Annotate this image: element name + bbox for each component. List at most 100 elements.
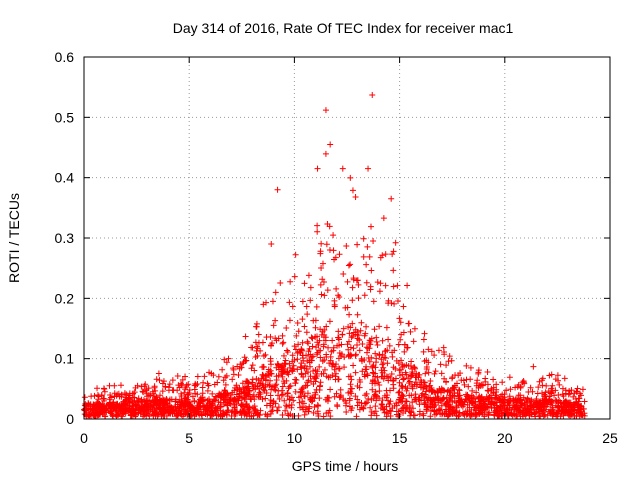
data-point: [211, 397, 218, 404]
data-point: [376, 388, 383, 395]
data-point: [303, 365, 310, 372]
data-point: [352, 393, 359, 400]
data-point: [369, 92, 376, 99]
data-point: [319, 358, 326, 365]
data-point: [423, 384, 430, 391]
data-point: [425, 346, 432, 353]
data-point: [127, 402, 134, 409]
data-point: [206, 396, 213, 403]
data-point: [474, 377, 481, 384]
data-point: [360, 235, 367, 242]
data-point: [217, 407, 224, 414]
data-point: [346, 311, 353, 318]
data-point: [313, 386, 320, 393]
data-point: [451, 397, 458, 404]
data-point: [439, 410, 446, 417]
data-point: [272, 400, 279, 407]
data-point: [354, 383, 361, 390]
data-point: [120, 398, 127, 405]
data-point: [269, 403, 276, 410]
data-point: [240, 359, 247, 366]
data-point: [85, 413, 92, 420]
data-point: [154, 397, 161, 404]
data-point: [220, 377, 227, 384]
data-point: [398, 392, 405, 399]
data-point: [373, 412, 380, 419]
data-point: [408, 408, 415, 415]
data-point: [389, 349, 396, 356]
data-point: [527, 384, 534, 391]
data-point: [472, 413, 479, 420]
data-point: [182, 400, 189, 407]
data-point: [306, 357, 313, 364]
data-point: [476, 382, 483, 389]
data-point: [340, 396, 347, 403]
data-point: [345, 338, 352, 345]
data-point: [352, 331, 359, 338]
data-point: [581, 398, 588, 405]
data-point: [206, 399, 213, 406]
data-point: [310, 394, 317, 401]
data-point: [318, 264, 325, 271]
data-point: [199, 404, 206, 411]
data-point: [390, 267, 397, 274]
data-point: [151, 407, 158, 414]
data-point: [221, 356, 228, 363]
data-point: [566, 388, 573, 395]
data-point: [220, 410, 227, 417]
data-point: [437, 361, 444, 368]
data-point: [191, 407, 198, 414]
data-point: [385, 297, 392, 304]
data-point: [517, 413, 524, 420]
data-point: [548, 385, 555, 392]
data-point: [295, 412, 302, 419]
data-point: [327, 353, 334, 360]
x-tick-label: 20: [497, 430, 513, 446]
data-point: [536, 413, 543, 420]
data-point: [192, 390, 199, 397]
data-point: [308, 354, 315, 361]
data-point: [87, 406, 94, 413]
data-point: [282, 407, 289, 414]
data-point: [314, 165, 321, 172]
data-point: [199, 390, 206, 397]
data-point: [394, 298, 401, 305]
data-point: [369, 376, 376, 383]
data-point: [354, 342, 361, 349]
data-point: [313, 303, 320, 310]
data-point: [446, 396, 453, 403]
data-point: [301, 280, 308, 287]
data-point: [460, 377, 467, 384]
data-point: [455, 395, 462, 402]
data-point: [326, 407, 333, 414]
data-point: [242, 401, 249, 408]
data-point: [505, 411, 512, 418]
data-point: [390, 248, 397, 255]
data-point: [554, 372, 561, 379]
data-point: [307, 297, 314, 304]
data-point: [269, 383, 276, 390]
data-point: [400, 376, 407, 383]
data-point: [304, 358, 311, 365]
data-point: [280, 352, 287, 359]
data-point: [469, 387, 476, 394]
data-point: [337, 386, 344, 393]
data-point: [416, 411, 423, 418]
data-point: [196, 396, 203, 403]
data-point: [116, 410, 123, 417]
data-point: [257, 347, 264, 354]
data-point: [243, 384, 250, 391]
data-point: [100, 385, 107, 392]
data-point: [506, 374, 513, 381]
data-point: [435, 347, 442, 354]
data-point: [562, 390, 569, 397]
data-point: [484, 401, 491, 408]
x-tick-label: 10: [287, 430, 303, 446]
data-point: [118, 393, 125, 400]
data-point: [340, 271, 347, 278]
data-point: [397, 319, 404, 326]
data-point: [273, 377, 280, 384]
data-point: [353, 413, 360, 420]
data-point: [317, 379, 324, 386]
data-point: [249, 362, 256, 369]
